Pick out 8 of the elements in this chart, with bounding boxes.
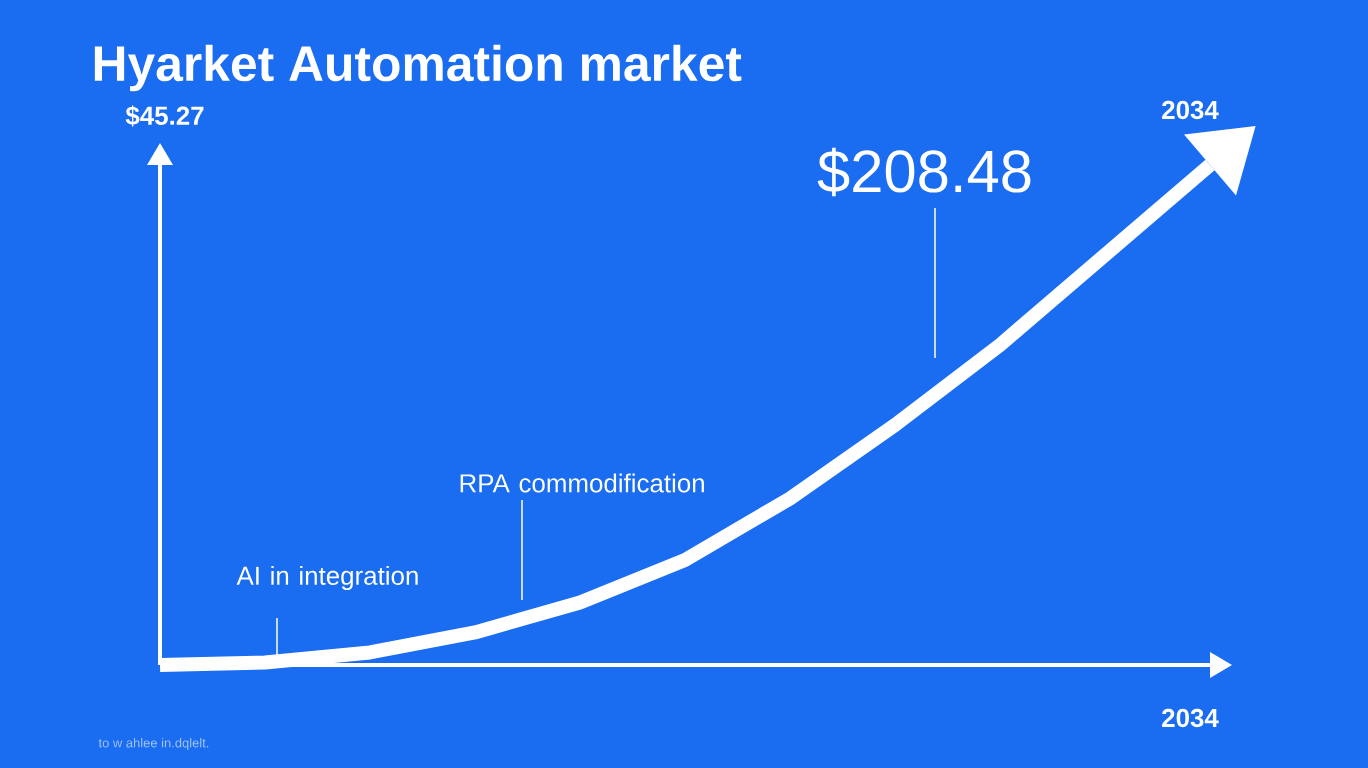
chart-title: Hyarket Automation market [94, 44, 742, 92]
text: 2034 [1162, 708, 1219, 728]
text: $45.27 [125, 105, 204, 127]
text: 2034 [1162, 100, 1219, 120]
text: to w ahlee in.dqlelt. [98, 737, 209, 751]
annotation: RPA commodification [460, 473, 704, 493]
annotation: AI in integration [236, 565, 418, 591]
annotation: $208.48 [817, 147, 1031, 197]
